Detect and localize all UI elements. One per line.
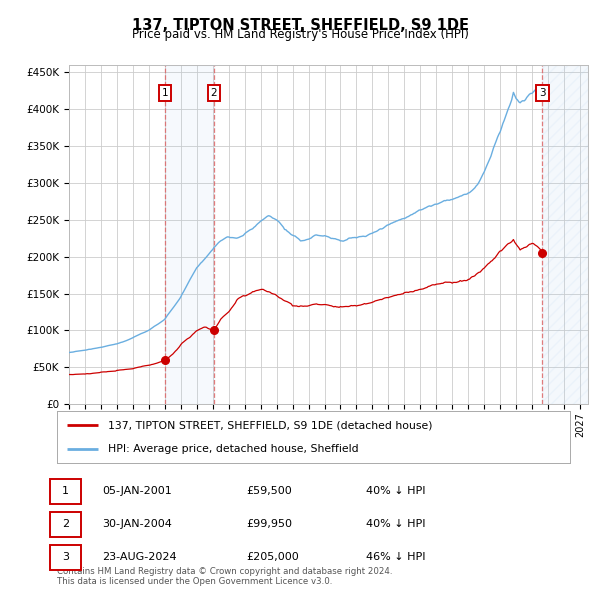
Text: 3: 3 bbox=[539, 88, 545, 98]
Text: 137, TIPTON STREET, SHEFFIELD, S9 1DE (detached house): 137, TIPTON STREET, SHEFFIELD, S9 1DE (d… bbox=[109, 420, 433, 430]
Text: HPI: Average price, detached house, Sheffield: HPI: Average price, detached house, Shef… bbox=[109, 444, 359, 454]
Text: Contains HM Land Registry data © Crown copyright and database right 2024.: Contains HM Land Registry data © Crown c… bbox=[57, 567, 392, 576]
Bar bbox=[542, 65, 588, 404]
Text: 2: 2 bbox=[211, 88, 217, 98]
Text: 05-JAN-2001: 05-JAN-2001 bbox=[102, 486, 172, 496]
Text: 30-JAN-2004: 30-JAN-2004 bbox=[102, 519, 172, 529]
Text: 1: 1 bbox=[62, 486, 69, 496]
Text: £99,950: £99,950 bbox=[246, 519, 292, 529]
Text: £59,500: £59,500 bbox=[246, 486, 292, 496]
Text: 1: 1 bbox=[161, 88, 168, 98]
Text: 2: 2 bbox=[62, 519, 69, 529]
Text: 137, TIPTON STREET, SHEFFIELD, S9 1DE: 137, TIPTON STREET, SHEFFIELD, S9 1DE bbox=[131, 18, 469, 32]
Bar bbox=[165, 65, 214, 404]
Text: 40% ↓ HPI: 40% ↓ HPI bbox=[366, 519, 425, 529]
Text: £205,000: £205,000 bbox=[246, 552, 299, 562]
Text: 46% ↓ HPI: 46% ↓ HPI bbox=[366, 552, 425, 562]
Text: 40% ↓ HPI: 40% ↓ HPI bbox=[366, 486, 425, 496]
Text: Price paid vs. HM Land Registry's House Price Index (HPI): Price paid vs. HM Land Registry's House … bbox=[131, 28, 469, 41]
Text: 23-AUG-2024: 23-AUG-2024 bbox=[102, 552, 176, 562]
Text: 3: 3 bbox=[62, 552, 69, 562]
Text: This data is licensed under the Open Government Licence v3.0.: This data is licensed under the Open Gov… bbox=[57, 578, 332, 586]
